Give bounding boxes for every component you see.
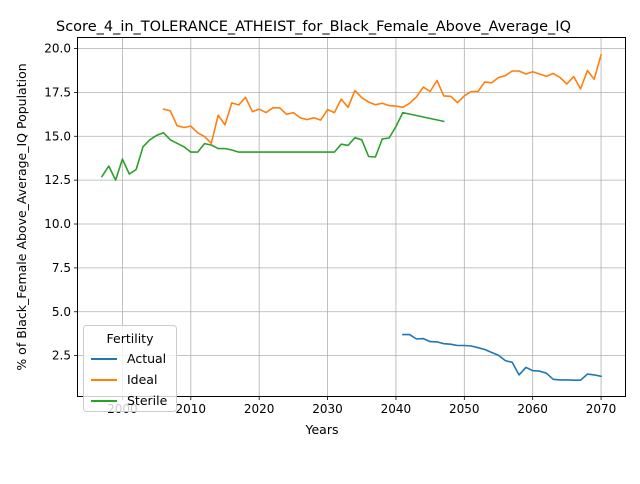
x-tick-label: 2020 bbox=[244, 402, 275, 416]
series-line-ideal bbox=[162, 53, 602, 145]
series-line-actual bbox=[401, 333, 602, 382]
legend-title: Fertility bbox=[107, 331, 155, 346]
x-tick-label: 2030 bbox=[312, 402, 343, 416]
x-axis-label: Years bbox=[305, 422, 339, 437]
y-tick-label: 10.0 bbox=[44, 217, 71, 231]
x-tick-label: 2040 bbox=[381, 402, 412, 416]
legend-box bbox=[83, 325, 177, 412]
y-tick-label: 12.5 bbox=[44, 173, 71, 187]
chart-title: Score_4_in_TOLERANCE_ATHEIST_for_Black_F… bbox=[56, 19, 571, 35]
plot-frame bbox=[77, 37, 626, 397]
x-tick-label: 2070 bbox=[586, 402, 617, 416]
y-tick-label: 7.5 bbox=[52, 261, 71, 275]
y-tick-label: 20.0 bbox=[44, 42, 71, 56]
y-tick-label: 17.5 bbox=[44, 85, 71, 99]
x-tick-label: 2060 bbox=[517, 402, 548, 416]
series-line-sterile bbox=[101, 111, 445, 181]
legend-label-actual: Actual bbox=[127, 351, 166, 366]
x-tick-label: 2010 bbox=[176, 402, 207, 416]
y-tick-label: 2.5 bbox=[52, 349, 71, 363]
y-axis-label: % of Black_Female Above_Average_IQ Popul… bbox=[14, 63, 29, 370]
x-tick-label: 2050 bbox=[449, 402, 480, 416]
series-layer bbox=[101, 53, 602, 382]
y-tick-label: 5.0 bbox=[52, 305, 71, 319]
legend-label-sterile: Sterile bbox=[127, 393, 168, 408]
y-tick-label: 15.0 bbox=[44, 129, 71, 143]
y-axis: 2.5 5.0 7.5 10.0 12.5 15.0 17.5 20.0 bbox=[44, 42, 78, 363]
legend-label-ideal: Ideal bbox=[127, 372, 157, 387]
legend: Fertility Actual Ideal Sterile bbox=[83, 325, 177, 412]
